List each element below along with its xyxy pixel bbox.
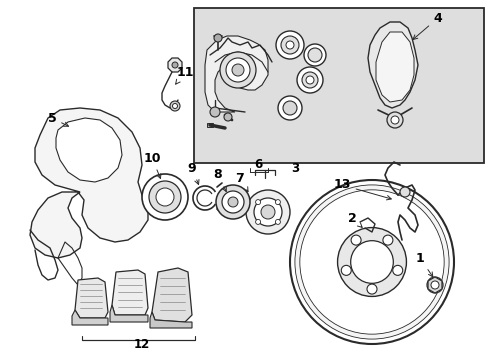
- Text: 1: 1: [415, 252, 432, 277]
- Text: 8: 8: [213, 168, 226, 192]
- Circle shape: [255, 219, 260, 224]
- Polygon shape: [204, 36, 267, 112]
- Circle shape: [156, 188, 174, 206]
- Circle shape: [386, 112, 402, 128]
- Text: 9: 9: [187, 162, 199, 184]
- Polygon shape: [110, 305, 148, 322]
- Circle shape: [296, 67, 323, 93]
- Bar: [206, 123, 213, 127]
- Circle shape: [220, 52, 256, 88]
- Circle shape: [149, 181, 181, 213]
- Polygon shape: [168, 58, 182, 72]
- Circle shape: [399, 187, 409, 197]
- Polygon shape: [72, 310, 108, 325]
- Circle shape: [382, 235, 392, 245]
- Polygon shape: [30, 108, 148, 258]
- Circle shape: [350, 241, 392, 283]
- Circle shape: [170, 101, 180, 111]
- Circle shape: [278, 96, 302, 120]
- Circle shape: [245, 190, 289, 234]
- Circle shape: [426, 277, 442, 293]
- Text: 6: 6: [253, 158, 262, 171]
- Circle shape: [253, 198, 282, 226]
- Text: 4: 4: [412, 12, 442, 40]
- Polygon shape: [375, 32, 413, 102]
- Polygon shape: [56, 118, 122, 182]
- Polygon shape: [75, 278, 108, 318]
- Circle shape: [261, 205, 274, 219]
- Circle shape: [304, 44, 325, 66]
- Circle shape: [275, 31, 304, 59]
- Circle shape: [255, 199, 260, 204]
- Text: 7: 7: [235, 171, 247, 192]
- Text: 13: 13: [333, 179, 390, 200]
- Circle shape: [390, 116, 398, 124]
- Circle shape: [307, 48, 321, 62]
- Circle shape: [289, 180, 453, 344]
- Circle shape: [222, 191, 244, 213]
- Circle shape: [214, 34, 222, 42]
- Circle shape: [275, 219, 280, 224]
- Polygon shape: [112, 270, 148, 315]
- Text: 3: 3: [290, 162, 299, 175]
- Circle shape: [430, 281, 438, 289]
- Circle shape: [209, 107, 220, 117]
- Circle shape: [142, 174, 187, 220]
- Circle shape: [275, 199, 280, 204]
- Circle shape: [350, 235, 360, 245]
- Circle shape: [299, 190, 443, 334]
- Circle shape: [305, 76, 313, 84]
- Circle shape: [281, 36, 298, 54]
- Text: 2: 2: [347, 211, 362, 228]
- Text: 5: 5: [47, 112, 68, 126]
- Circle shape: [172, 62, 178, 68]
- Circle shape: [172, 104, 177, 108]
- Polygon shape: [150, 312, 192, 328]
- Circle shape: [294, 185, 448, 339]
- Circle shape: [341, 265, 350, 275]
- Text: 12: 12: [134, 338, 150, 351]
- Polygon shape: [152, 268, 192, 322]
- Text: 10: 10: [143, 152, 161, 179]
- Circle shape: [366, 284, 376, 294]
- Circle shape: [216, 185, 249, 219]
- Polygon shape: [367, 22, 417, 108]
- Bar: [194, 8, 483, 163]
- Circle shape: [302, 72, 317, 88]
- Circle shape: [285, 41, 293, 49]
- Circle shape: [227, 197, 238, 207]
- Circle shape: [231, 64, 244, 76]
- Circle shape: [225, 58, 249, 82]
- Circle shape: [283, 101, 296, 115]
- Circle shape: [337, 228, 406, 296]
- Polygon shape: [427, 277, 441, 293]
- Text: 11: 11: [175, 66, 193, 84]
- Circle shape: [224, 113, 231, 121]
- Circle shape: [392, 265, 402, 275]
